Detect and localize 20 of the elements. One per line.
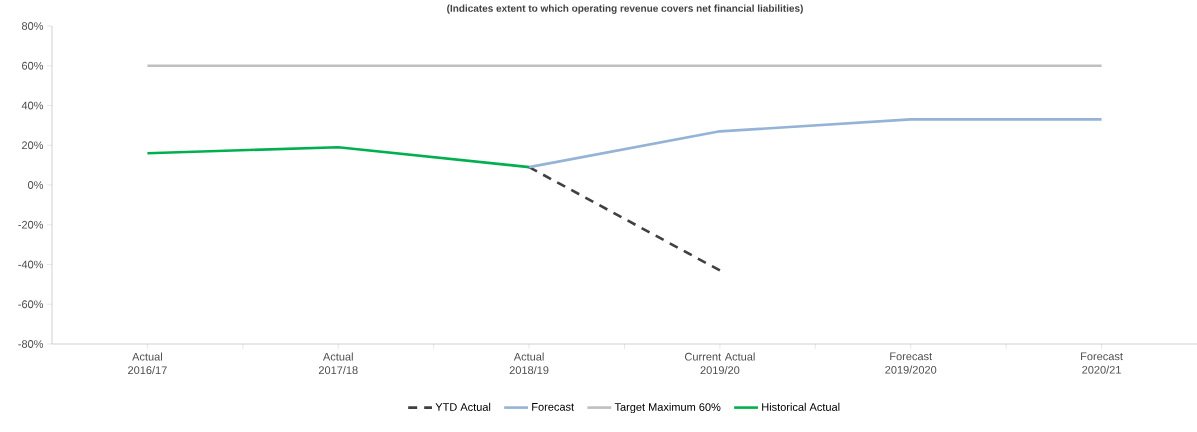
legend-label: YTD Actual (435, 402, 491, 411)
x-tick-label: Actual 2018/19 (509, 352, 549, 375)
legend-label: Forecast (532, 403, 574, 411)
x-tick-label: Forecast 2019/2020 (885, 352, 937, 374)
x-tick-label: Current Actual 2019/20 (685, 352, 755, 375)
y-tick-label: 80% (21, 22, 44, 30)
y-tick-label: -80% (18, 340, 44, 348)
x-tick-label: Forecast 2020/21 (1081, 352, 1123, 374)
y-tick-label: 20% (22, 141, 44, 150)
y-tick-label: -20% (18, 220, 44, 229)
legend-label: Historical Actual (762, 402, 840, 411)
y-tick-label: 0% (28, 181, 44, 189)
legend-label: Target Maximum 60% (614, 402, 721, 414)
y-tick-label: -40% (18, 260, 44, 269)
y-tick-label: -60% (18, 300, 44, 309)
y-tick-label: 60% (22, 61, 44, 70)
chart-subtitle: (Indicates extent to which operating revenue covers net financial liabilities) (447, 4, 803, 14)
y-tick-label: 40% (21, 101, 44, 110)
x-tick-label: Actual 2017/18 (318, 352, 358, 375)
x-tick-label: Actual 2016/17 (128, 352, 167, 375)
